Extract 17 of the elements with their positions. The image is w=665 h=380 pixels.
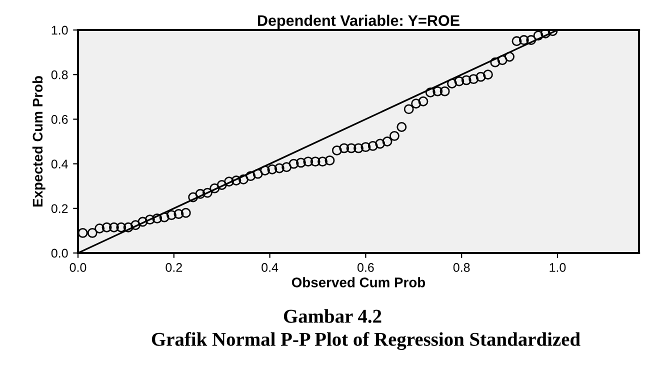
y-tick-label: 1.0 (52, 26, 68, 35)
x-tick-label: 0.8 (453, 263, 470, 272)
y-tick-label: 0.4 (51, 160, 68, 168)
y-tick-label: 0.8 (51, 70, 68, 80)
text: Gambar 4.2 (284, 309, 382, 323)
x-tick-label: 0.0 (70, 263, 86, 272)
y-tick-label: 0.0 (51, 248, 68, 258)
text: Grafik Normal P-P Plot of Regression Standardized (152, 332, 580, 350)
y-tick-label: 0.6 (51, 115, 68, 124)
x-tick-label: 1.0 (550, 263, 566, 272)
x-axis-title: Observed Cum Prob (292, 277, 426, 288)
y-tick-label: 0.2 (51, 204, 68, 214)
chart-title: Dependent Variable: Y=ROE (258, 14, 460, 30)
x-tick-label: 0.2 (166, 263, 182, 272)
x-tick-label: 0.6 (357, 263, 374, 272)
x-tick-label: 0.4 (262, 263, 278, 272)
y-axis-title: Expected Cum Prob (32, 76, 46, 207)
